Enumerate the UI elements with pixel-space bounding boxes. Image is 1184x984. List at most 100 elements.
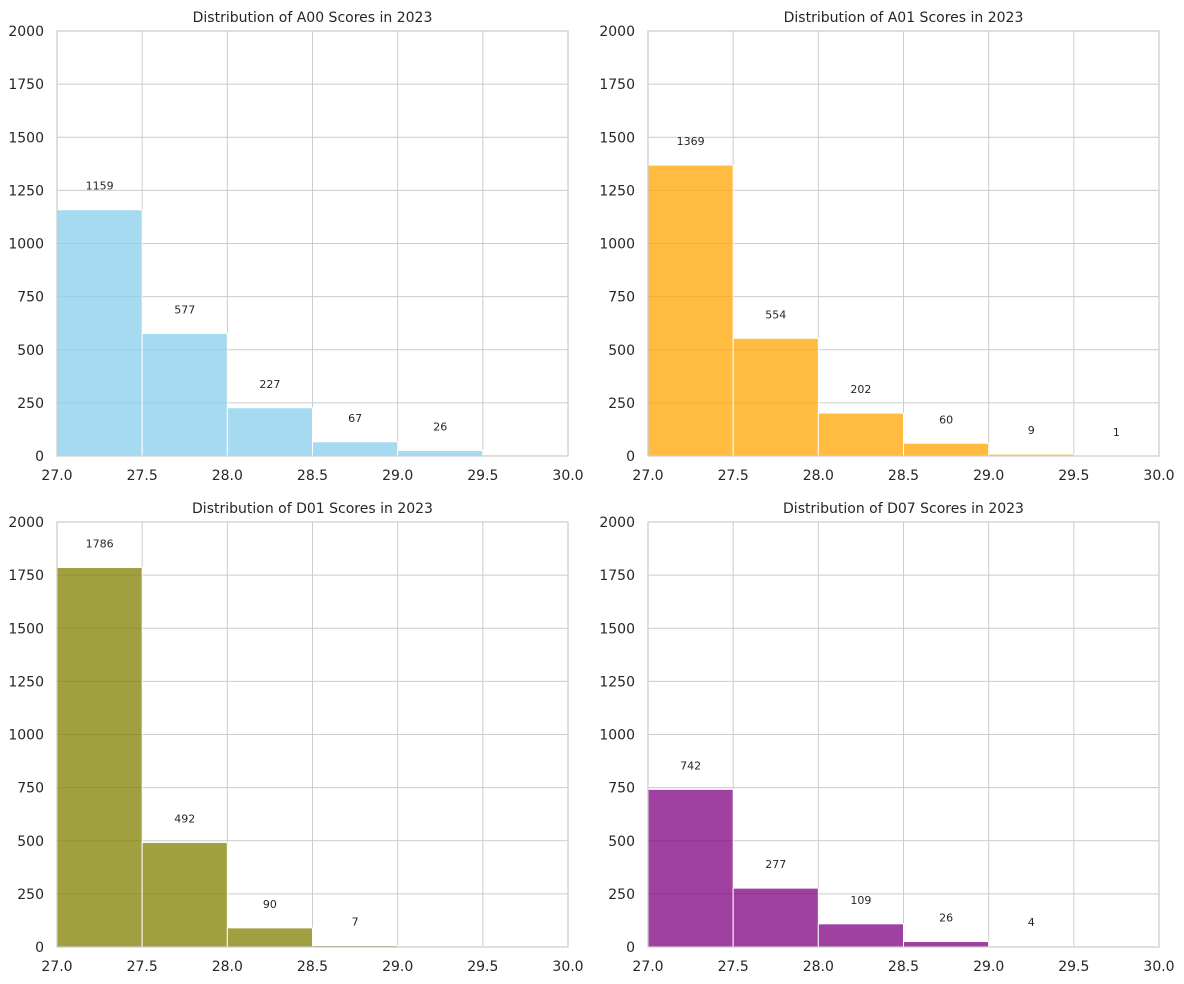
chart-a00: 0 250 500 750 1000 1250 1500 1750 2000 27.0 27.5 28… bbox=[8, 10, 583, 484]
histogram-bar bbox=[732, 887, 819, 948]
x-tick-label: 28.0 bbox=[212, 959, 243, 975]
y-tick-label: 1500 bbox=[8, 621, 44, 637]
bar-value-label: 109 bbox=[850, 894, 871, 907]
x-tick-label: 29.0 bbox=[973, 959, 1004, 975]
x-tick-label: 27.5 bbox=[718, 468, 749, 484]
bar-value-label: 1 bbox=[1113, 426, 1120, 439]
y-tick-label: 500 bbox=[608, 343, 635, 359]
histogram-bar bbox=[141, 841, 228, 948]
chart-title: Distribution of D07 Scores in 2023 bbox=[783, 501, 1024, 517]
x-tick-label: 28.0 bbox=[212, 468, 243, 484]
chart-d07: 0 250 500 750 1000 1250 1500 1750 2000 27.0 27.5 28… bbox=[599, 501, 1174, 975]
y-tick-label: 1750 bbox=[599, 568, 635, 584]
x-tick-label: 30.0 bbox=[552, 959, 583, 975]
y-tick-label: 1500 bbox=[599, 621, 635, 637]
y-tick-label: 500 bbox=[608, 834, 635, 850]
bar-value-label: 227 bbox=[259, 378, 280, 391]
x-tick-label: 27.0 bbox=[632, 468, 663, 484]
x-tick-label: 27.5 bbox=[718, 959, 749, 975]
bar-value-label: 577 bbox=[174, 303, 195, 316]
y-tick-label: 1000 bbox=[599, 237, 635, 253]
bar-value-label: 1786 bbox=[86, 537, 114, 550]
x-tick-label: 30.0 bbox=[1143, 468, 1174, 484]
chart-title: Distribution of A00 Scores in 2023 bbox=[193, 10, 433, 26]
histogram-bar bbox=[903, 940, 990, 948]
x-tick-label: 29.5 bbox=[1058, 959, 1089, 975]
histogram-bar bbox=[226, 407, 313, 457]
histogram-bar bbox=[141, 332, 228, 457]
histogram-bar bbox=[647, 164, 734, 457]
bar-value-label: 554 bbox=[765, 308, 786, 321]
histogram-bar bbox=[312, 441, 399, 457]
y-tick-label: 250 bbox=[608, 887, 635, 903]
y-tick-label: 0 bbox=[35, 449, 44, 465]
histogram-bar bbox=[817, 923, 904, 948]
chart-title: Distribution of D01 Scores in 2023 bbox=[192, 501, 433, 517]
chart-a01: 0 250 500 750 1000 1250 1500 1750 2000 27.0 27.5 28… bbox=[599, 10, 1174, 484]
x-tick-label: 28.5 bbox=[297, 468, 328, 484]
bar-value-label: 1159 bbox=[86, 180, 114, 193]
x-tick-label: 29.0 bbox=[973, 468, 1004, 484]
histogram-bar bbox=[903, 442, 990, 457]
x-tick-label: 27.0 bbox=[41, 468, 72, 484]
y-tick-label: 500 bbox=[17, 834, 44, 850]
y-tick-label: 1250 bbox=[599, 674, 635, 690]
x-tick-label: 27.0 bbox=[632, 959, 663, 975]
histogram-bar bbox=[817, 412, 904, 457]
bar-value-label: 7 bbox=[352, 916, 359, 929]
y-tick-label: 750 bbox=[17, 290, 44, 306]
axes-frame bbox=[56, 30, 569, 457]
y-tick-label: 0 bbox=[626, 940, 635, 956]
y-tick-label: 2000 bbox=[599, 515, 635, 531]
y-tick-label: 1250 bbox=[599, 183, 635, 199]
y-tick-label: 1500 bbox=[599, 130, 635, 146]
axes-frame bbox=[647, 521, 1160, 948]
y-tick-label: 2000 bbox=[8, 24, 44, 40]
y-tick-label: 2000 bbox=[599, 24, 635, 40]
x-tick-label: 29.5 bbox=[467, 959, 498, 975]
x-tick-label: 30.0 bbox=[1143, 959, 1174, 975]
y-tick-label: 1750 bbox=[8, 568, 44, 584]
y-tick-label: 1500 bbox=[8, 130, 44, 146]
histogram-bar bbox=[397, 449, 484, 457]
bar-value-label: 67 bbox=[348, 412, 362, 425]
bar-value-label: 90 bbox=[263, 898, 277, 911]
x-tick-label: 28.5 bbox=[888, 959, 919, 975]
y-tick-label: 1250 bbox=[8, 674, 44, 690]
x-tick-label: 29.0 bbox=[382, 468, 413, 484]
axes-frame bbox=[56, 521, 569, 948]
x-tick-label: 28.5 bbox=[297, 959, 328, 975]
chart-title: Distribution of A01 Scores in 2023 bbox=[784, 10, 1024, 26]
y-tick-label: 500 bbox=[17, 343, 44, 359]
x-tick-label: 30.0 bbox=[552, 468, 583, 484]
x-tick-label: 28.5 bbox=[888, 468, 919, 484]
x-tick-label: 28.0 bbox=[803, 468, 834, 484]
bar-value-label: 277 bbox=[765, 858, 786, 871]
bar-value-label: 492 bbox=[174, 812, 195, 825]
bar-value-label: 4 bbox=[1028, 916, 1035, 929]
x-tick-label: 27.0 bbox=[41, 959, 72, 975]
bar-value-label: 742 bbox=[680, 759, 701, 772]
histogram-bar bbox=[647, 788, 734, 948]
bar-value-label: 26 bbox=[939, 911, 953, 924]
bar-value-label: 202 bbox=[850, 383, 871, 396]
y-tick-label: 250 bbox=[17, 887, 44, 903]
y-tick-label: 750 bbox=[608, 781, 635, 797]
x-tick-label: 29.5 bbox=[1058, 468, 1089, 484]
x-tick-label: 27.5 bbox=[127, 959, 158, 975]
bar-value-label: 1369 bbox=[677, 135, 705, 148]
histogram-bar bbox=[56, 209, 143, 457]
y-tick-label: 1750 bbox=[599, 77, 635, 93]
y-tick-label: 1000 bbox=[8, 237, 44, 253]
histogram-bar bbox=[226, 927, 313, 948]
y-tick-label: 250 bbox=[17, 396, 44, 412]
y-tick-label: 2000 bbox=[8, 515, 44, 531]
chart-d01: 0 250 500 750 1000 1250 1500 1750 2000 27.0 27.5 28… bbox=[8, 501, 583, 975]
y-tick-label: 1000 bbox=[8, 728, 44, 744]
y-tick-label: 0 bbox=[626, 449, 635, 465]
x-tick-label: 28.0 bbox=[803, 959, 834, 975]
y-tick-label: 1750 bbox=[8, 77, 44, 93]
bar-value-label: 26 bbox=[433, 420, 447, 433]
bar-value-label: 9 bbox=[1028, 424, 1035, 437]
